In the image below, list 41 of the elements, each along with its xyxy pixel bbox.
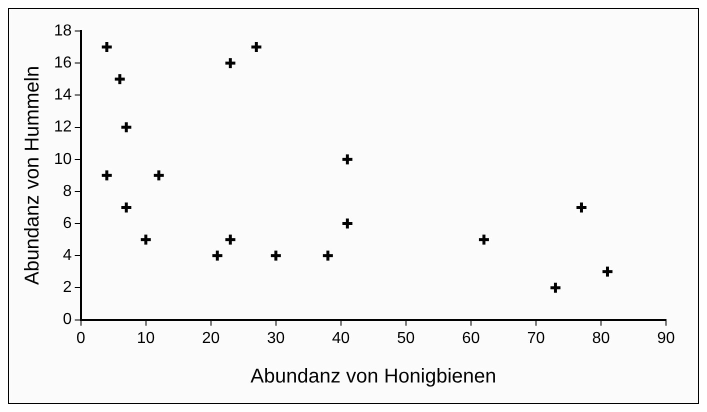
y-tick-label: 12 xyxy=(54,118,72,136)
point xyxy=(600,265,614,278)
x-tick-label: 80 xyxy=(592,330,610,347)
point xyxy=(100,168,114,182)
x-tick-label: 60 xyxy=(462,330,480,347)
x-tick-label: 50 xyxy=(397,330,415,347)
point xyxy=(210,249,224,262)
y-tick-label: 8 xyxy=(62,182,72,200)
point xyxy=(152,168,166,182)
y-tick-label: 2 xyxy=(62,279,72,296)
point xyxy=(224,233,237,246)
x-tick-label: 20 xyxy=(202,330,220,347)
x-tick-label: 10 xyxy=(136,330,155,347)
point xyxy=(224,56,237,70)
x-tick-label: 0 xyxy=(76,330,86,347)
x-tick-label: 90 xyxy=(657,330,675,347)
point xyxy=(321,249,334,262)
point xyxy=(139,233,152,246)
x-tick-label: 30 xyxy=(266,330,285,347)
point xyxy=(100,40,114,54)
point xyxy=(574,200,588,214)
point xyxy=(548,281,562,294)
y-tick-label: 14 xyxy=(54,86,72,104)
y-tick-label: 4 xyxy=(62,247,72,264)
x-axis-title: Abundanz von Honigbienen xyxy=(250,366,496,388)
point xyxy=(120,120,133,134)
y-tick-label: 6 xyxy=(62,214,72,232)
point xyxy=(120,200,133,214)
point xyxy=(340,217,354,230)
point xyxy=(269,249,282,262)
point xyxy=(477,233,490,246)
x-tick-label: 70 xyxy=(527,330,545,347)
x-tick-label: 40 xyxy=(332,330,350,347)
y-tick-label: 18 xyxy=(54,22,72,40)
y-tick-label: 0 xyxy=(62,311,72,328)
y-axis-title: Abundanz von Hummeln xyxy=(22,66,44,285)
point xyxy=(340,152,354,166)
y-tick-label: 16 xyxy=(54,54,72,72)
y-tick-label: 10 xyxy=(54,150,72,168)
point xyxy=(250,40,263,54)
point xyxy=(113,72,126,86)
